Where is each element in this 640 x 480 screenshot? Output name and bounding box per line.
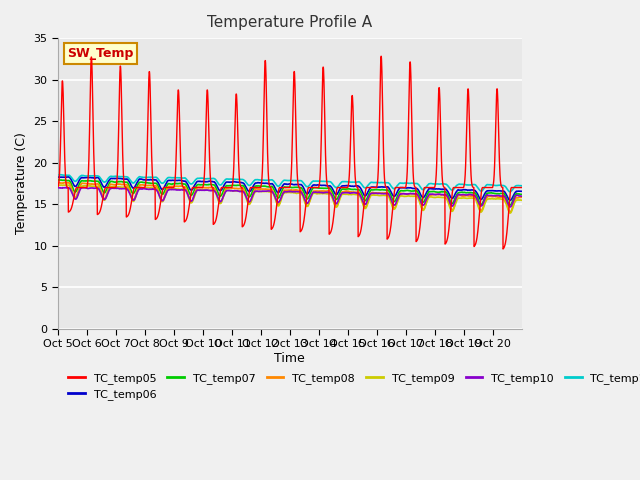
Text: SW_Temp: SW_Temp bbox=[67, 47, 134, 60]
Title: Temperature Profile A: Temperature Profile A bbox=[207, 15, 372, 30]
Y-axis label: Temperature (C): Temperature (C) bbox=[15, 132, 28, 234]
Legend: TC_temp05, TC_temp06, TC_temp07, TC_temp08, TC_temp09, TC_temp10, TC_temp11: TC_temp05, TC_temp06, TC_temp07, TC_temp… bbox=[63, 368, 640, 405]
X-axis label: Time: Time bbox=[275, 352, 305, 365]
